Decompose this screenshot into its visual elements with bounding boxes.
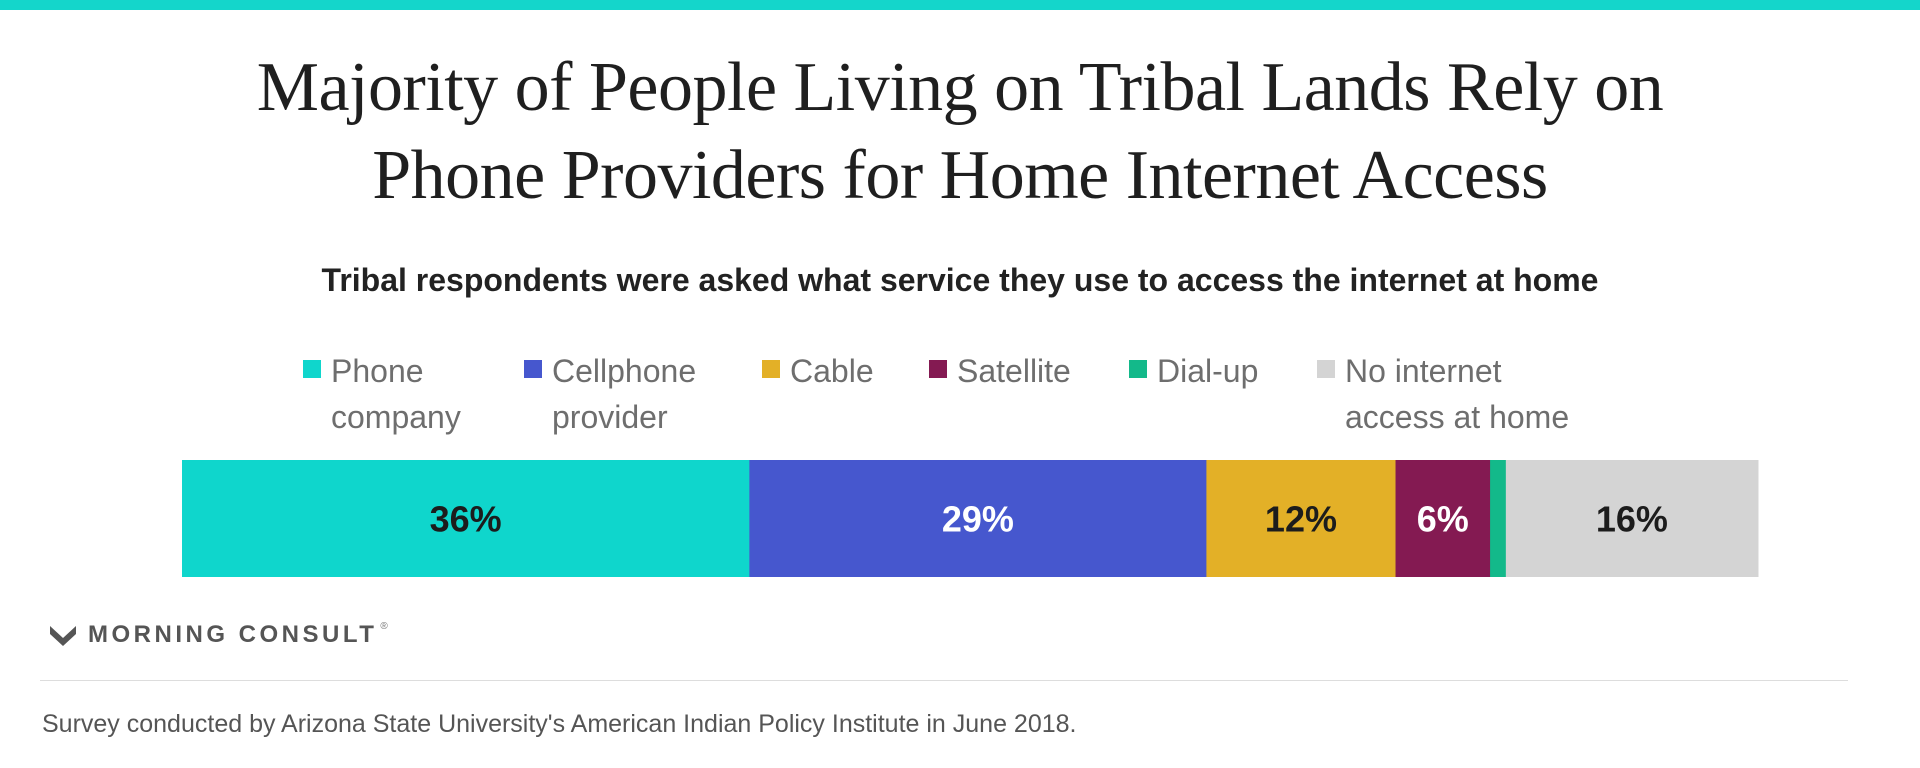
- logo-text: MORNING CONSULT: [88, 621, 378, 648]
- legend-swatch: [762, 360, 780, 378]
- top-accent-bar: [0, 0, 1920, 10]
- legend: Phone company Cellphone provider Cable S…: [0, 348, 1920, 448]
- morning-consult-logo: MORNING CONSULT ®: [48, 620, 388, 650]
- legend-label: Cellphone provider: [552, 353, 697, 435]
- data-label: 29%: [942, 499, 1014, 540]
- data-label: 16%: [1596, 499, 1668, 540]
- chart-subtitle: Tribal respondents were asked what servi…: [321, 262, 1599, 298]
- legend-swatch: [1129, 360, 1147, 378]
- legend-label: No internet access at home: [1345, 353, 1570, 435]
- bar-segment-no-internet-access-at-home: [1505, 460, 1759, 577]
- legend-swatch: [929, 360, 947, 378]
- source-note: Survey conducted by Arizona State Univer…: [42, 710, 1077, 738]
- chart-title: Majority of People Living on Tribal Land…: [256, 49, 1664, 214]
- legend-swatch: [303, 360, 321, 378]
- legend-item-satellite: Satellite: [929, 348, 1071, 394]
- data-label: 6%: [1417, 499, 1469, 540]
- legend-swatch: [1317, 360, 1335, 378]
- bar-segment-dial-up: [1490, 460, 1507, 577]
- data-label: 12%: [1265, 499, 1337, 540]
- legend-label: Satellite: [957, 353, 1071, 389]
- bar-segment-satellite: [1395, 460, 1491, 577]
- legend-item-no-internet: No internet access at home: [1317, 348, 1569, 440]
- footer-divider: [40, 680, 1848, 681]
- legend-item-cable: Cable: [762, 348, 874, 394]
- morning-consult-logo-icon: [50, 626, 76, 646]
- legend-label: Dial-up: [1157, 353, 1259, 389]
- bar-segment-cable: [1206, 460, 1397, 577]
- legend-label: Phone company: [331, 353, 461, 435]
- legend-item-dial-up: Dial-up: [1129, 348, 1258, 394]
- legend-item-phone-company: Phone company: [303, 348, 461, 440]
- legend-item-cellphone-provider: Cellphone provider: [524, 348, 696, 440]
- registered-mark: ®: [380, 620, 388, 632]
- bar-segment-phone-company: [182, 460, 750, 577]
- legend-swatch: [524, 360, 542, 378]
- legend-label: Cable: [790, 353, 874, 389]
- data-label: 36%: [430, 499, 502, 540]
- bar-segment-cellphone-provider: [749, 460, 1207, 577]
